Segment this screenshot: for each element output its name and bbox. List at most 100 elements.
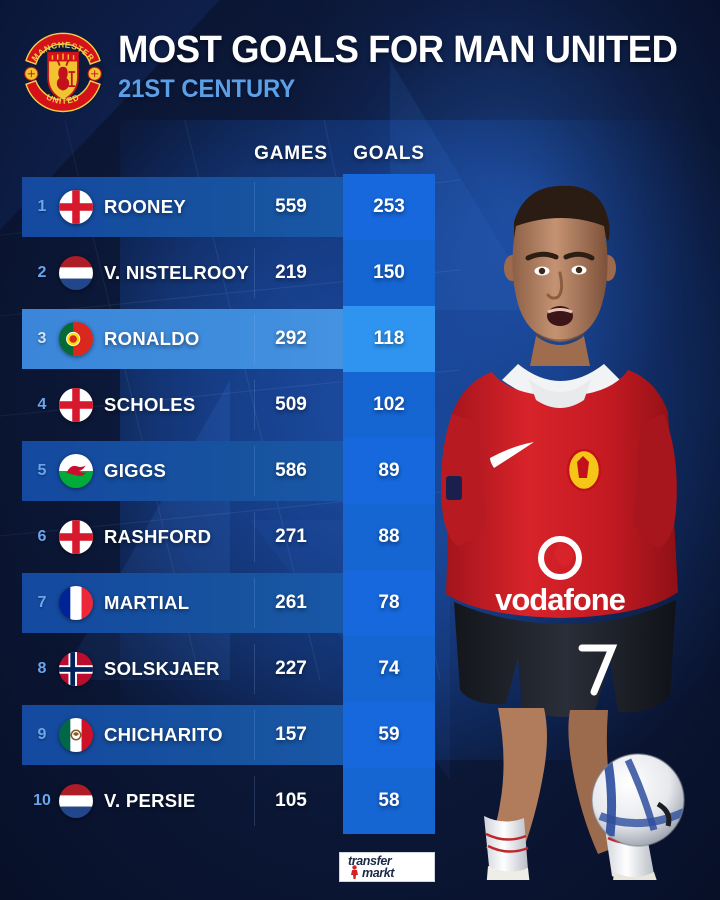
title-block: MOST GOALS FOR MAN UNITED 21ST CENTURY [118,31,701,104]
svg-text:UNITED: UNITED [45,92,81,106]
column-divider [254,644,255,694]
row-flag [58,372,94,438]
header: MANCHESTER UNITED MOST GOALS FOR MAN UNI… [0,0,720,132]
footer: transfer markt [0,844,720,900]
row-rank: 2 [37,264,47,281]
flag-england-icon [59,190,93,224]
row-games-value: 227 [275,658,307,679]
row-rank: 8 [37,660,47,677]
row-rank: 10 [33,792,51,809]
goals-block [343,372,435,438]
table-rows: 1 ROONEY 559 253 2 V. NISTELROOY 219 150… [0,174,460,834]
row-flag [58,768,94,834]
row-games-value: 261 [275,592,307,613]
row-flag [58,438,94,504]
column-divider [254,314,255,364]
svg-text:vodafone: vodafone [495,582,626,617]
table-row[interactable]: 9 CHICHARITO 157 59 [0,702,460,768]
table-row[interactable]: 2 V. NISTELROOY 219 150 [0,240,460,306]
row-rank: 3 [37,330,47,347]
row-games-value: 292 [275,328,307,349]
row-player-name: RASHFORD [104,526,212,547]
table-row[interactable]: 3 RONALDO 292 118 [0,306,460,372]
column-divider [254,248,255,298]
page-subtitle: 21ST CENTURY [118,74,296,103]
row-flag [58,570,94,636]
row-player-name: V. PERSIE [104,790,196,811]
row-player-name: MARTIAL [104,592,190,613]
flag-england-icon [59,520,93,554]
flag-france-icon [59,586,93,620]
row-goals-value: 88 [378,526,400,547]
row-rank: 1 [37,198,47,215]
column-divider [254,578,255,628]
table-row[interactable]: 5 GIGGS 586 89 [0,438,460,504]
row-rank: 7 [37,594,47,611]
manchester-united-crest: MANCHESTER UNITED [21,30,105,114]
leaderboard-table: GAMES GOALS 1 ROONEY 559 253 2 V. NISTEL… [0,134,460,834]
row-flag [58,504,94,570]
row-flag [58,636,94,702]
row-goals-value: 74 [378,658,400,679]
row-games-value: 105 [275,790,307,811]
column-divider [254,182,255,232]
row-games-value: 219 [275,262,307,283]
table-row[interactable]: 1 ROONEY 559 253 [0,174,460,240]
row-flag [58,240,94,306]
transfermarkt-figure-icon [351,865,358,879]
goals-block [343,768,435,834]
goals-block [343,702,435,768]
row-games-value: 586 [275,460,307,481]
row-goals-value: 150 [373,262,405,283]
row-goals-value: 102 [373,394,405,415]
row-games-value: 559 [275,196,307,217]
row-player-name: RONALDO [104,328,200,349]
flag-netherlands-icon [59,784,93,818]
goals-block [343,438,435,504]
table-row[interactable]: 6 RASHFORD 271 88 [0,504,460,570]
flag-portugal-icon [59,322,93,356]
row-player-name: SOLSKJAER [104,658,220,679]
row-games-value: 271 [275,526,307,547]
goals-block [343,306,435,372]
row-goals-value: 78 [378,592,400,613]
column-divider [254,512,255,562]
row-player-name: GIGGS [104,460,167,481]
table-row[interactable]: 7 MARTIAL 261 78 [0,570,460,636]
row-goals-value: 118 [373,328,405,349]
row-player-name: CHICHARITO [104,724,223,745]
row-rank: 5 [37,462,47,479]
goals-block [343,636,435,702]
row-player-name: V. NISTELROOY [104,262,250,283]
row-flag [58,174,94,240]
transfermarkt-logo-line1: transfer [348,854,392,868]
column-divider [254,776,255,826]
row-goals-value: 59 [378,724,400,745]
row-games-value: 157 [275,724,307,745]
transfermarkt-logo-line2: markt [362,866,395,880]
goals-block [343,240,435,306]
row-rank: 9 [37,726,47,743]
column-divider [254,380,255,430]
column-header-games: GAMES [254,143,328,164]
goals-block [343,570,435,636]
flag-mexico-icon [59,718,93,752]
flag-norway-icon [59,652,93,686]
row-goals-value: 253 [373,196,405,217]
flag-netherlands-icon [59,256,93,290]
table-row[interactable]: 8 SOLSKJAER 227 74 [0,636,460,702]
table-row[interactable]: 4 SCHOLES 509 102 [0,372,460,438]
flag-wales-icon [59,454,93,488]
transfermarkt-logo[interactable]: transfer markt [339,852,435,882]
row-goals-value: 58 [378,790,400,811]
cristiano-ronaldo-photo: vodafone [441,185,685,880]
column-divider [254,710,255,760]
row-rank: 4 [37,396,47,413]
table-column-headers: GAMES GOALS [0,134,460,174]
row-player-name: SCHOLES [104,394,196,415]
row-flag [58,702,94,768]
row-goals-value: 89 [378,460,400,481]
flag-england-icon [59,388,93,422]
row-rank: 6 [37,528,47,545]
table-row[interactable]: 10 V. PERSIE 105 58 [0,768,460,834]
